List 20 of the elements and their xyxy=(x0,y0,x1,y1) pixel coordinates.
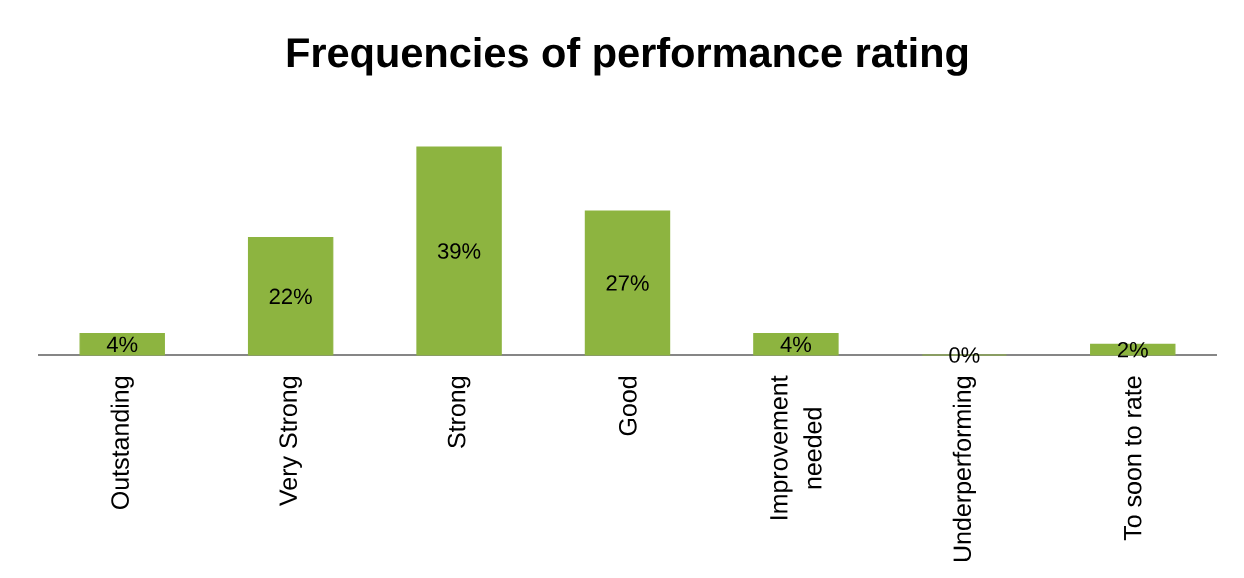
x-tick-label: Good xyxy=(618,377,637,436)
bar xyxy=(584,210,671,356)
bar xyxy=(1090,343,1176,356)
data-label: 2% xyxy=(1117,341,1148,358)
x-tick-label: Very Strong xyxy=(279,377,302,506)
chart-title: Frequencies of performance rating xyxy=(287,36,968,76)
x-tick-label: Strong xyxy=(447,377,471,448)
data-label: 27% xyxy=(606,275,649,291)
bar xyxy=(247,237,334,356)
x-tick-label: Underperforming xyxy=(952,377,976,562)
x-tick-label: To soon to rate xyxy=(1124,376,1142,541)
bar xyxy=(416,146,502,356)
x-tick-label: Outstanding xyxy=(110,377,134,510)
bar xyxy=(753,333,839,356)
data-label: 39% xyxy=(437,243,481,259)
x-tick-label: Improvement needed xyxy=(770,375,822,519)
data-label: 4% xyxy=(106,336,138,353)
bar xyxy=(79,333,165,356)
data-label: 22% xyxy=(269,288,312,305)
data-label: 4% xyxy=(780,336,812,353)
